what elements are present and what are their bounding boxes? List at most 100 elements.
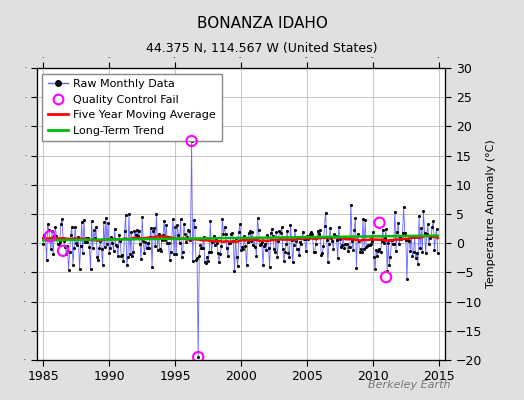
Point xyxy=(235,229,243,235)
Point xyxy=(336,236,344,243)
Point xyxy=(46,236,54,243)
Point xyxy=(210,233,218,239)
Point xyxy=(167,249,175,255)
Point xyxy=(216,250,224,257)
Point xyxy=(264,245,272,252)
Point xyxy=(225,240,233,246)
Point xyxy=(121,227,129,234)
Point xyxy=(412,249,421,256)
Point xyxy=(342,240,351,247)
Point xyxy=(375,220,384,226)
Point xyxy=(415,213,423,219)
Point xyxy=(188,138,196,144)
Point xyxy=(222,230,230,237)
Point xyxy=(194,354,202,360)
Point xyxy=(64,266,73,273)
Point xyxy=(262,247,270,253)
Point xyxy=(295,252,303,258)
Point xyxy=(159,232,167,238)
Point xyxy=(198,245,206,251)
Point xyxy=(386,254,395,260)
Point xyxy=(60,237,68,244)
Point xyxy=(242,262,250,268)
Point xyxy=(123,262,131,268)
Point xyxy=(155,230,163,237)
Point xyxy=(391,208,399,215)
Point xyxy=(190,217,198,223)
Point xyxy=(195,252,203,259)
Point xyxy=(385,262,394,268)
Point xyxy=(43,220,52,227)
Point xyxy=(111,226,119,232)
Point xyxy=(312,240,320,247)
Point xyxy=(58,216,66,222)
Point xyxy=(300,235,308,242)
Point xyxy=(237,247,245,253)
Point xyxy=(157,248,165,254)
Point xyxy=(397,236,406,242)
Point xyxy=(369,229,377,236)
Point xyxy=(362,244,370,251)
Point xyxy=(364,242,373,248)
Point xyxy=(380,240,388,247)
Point xyxy=(199,245,207,251)
Point xyxy=(176,240,184,247)
Point xyxy=(40,231,49,238)
Point xyxy=(86,266,95,272)
Point xyxy=(334,255,342,262)
Point xyxy=(355,248,364,255)
Point xyxy=(419,208,428,214)
Point xyxy=(96,238,105,245)
Point xyxy=(351,215,359,222)
Point xyxy=(119,258,128,264)
Point xyxy=(338,242,346,248)
Point xyxy=(414,261,422,267)
Point xyxy=(352,265,361,271)
Text: 44.375 N, 114.567 W (United States): 44.375 N, 114.567 W (United States) xyxy=(146,42,378,55)
Point xyxy=(411,255,420,261)
Point xyxy=(402,236,410,243)
Point xyxy=(329,246,337,252)
Point xyxy=(102,214,110,221)
Point xyxy=(166,256,174,263)
Point xyxy=(95,244,104,251)
Point xyxy=(173,222,181,228)
Point xyxy=(284,250,292,256)
Point xyxy=(191,224,199,231)
Point xyxy=(392,248,400,255)
Point xyxy=(307,228,315,235)
Point xyxy=(280,258,288,264)
Point xyxy=(110,248,118,254)
Point xyxy=(425,241,433,247)
Point xyxy=(84,235,93,242)
Point xyxy=(326,224,334,231)
Point xyxy=(168,235,176,242)
Point xyxy=(247,238,255,244)
Point xyxy=(71,223,79,230)
Point xyxy=(140,250,148,256)
Point xyxy=(68,224,76,230)
Point xyxy=(145,245,153,251)
Point xyxy=(180,221,188,228)
Point xyxy=(214,250,222,256)
Point xyxy=(232,235,240,241)
Point xyxy=(126,251,134,257)
Point xyxy=(343,248,352,254)
Point xyxy=(178,254,186,260)
Point xyxy=(138,214,146,220)
Point xyxy=(248,228,256,235)
Point xyxy=(150,225,158,232)
Point xyxy=(224,252,232,259)
Point xyxy=(291,227,299,233)
Point xyxy=(387,237,396,244)
Point xyxy=(287,237,296,244)
Point xyxy=(256,242,264,248)
Point xyxy=(63,243,72,250)
Point xyxy=(353,230,362,237)
Point xyxy=(105,250,113,257)
Point xyxy=(188,138,196,144)
Point xyxy=(341,241,350,247)
Point xyxy=(230,268,238,274)
Point xyxy=(52,233,61,240)
Point xyxy=(59,235,67,241)
